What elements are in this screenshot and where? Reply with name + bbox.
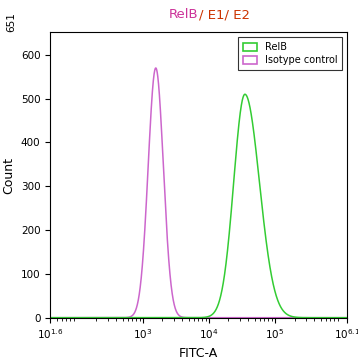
- Text: 651: 651: [6, 13, 16, 32]
- Y-axis label: Count: Count: [2, 157, 15, 193]
- X-axis label: FITC-A: FITC-A: [179, 347, 218, 360]
- Text: RelB: RelB: [169, 8, 199, 21]
- Text: / E1/ E2: / E1/ E2: [199, 8, 250, 21]
- Legend: RelB, Isotype control: RelB, Isotype control: [238, 37, 342, 70]
